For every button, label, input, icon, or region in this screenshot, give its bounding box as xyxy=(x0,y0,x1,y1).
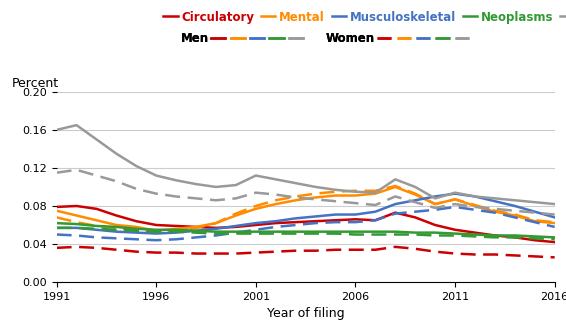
Text: Percent: Percent xyxy=(12,77,59,90)
Legend: Men, , , , , , Women, , , , , : Men, , , , , , Women, , , , , xyxy=(158,27,477,50)
X-axis label: Year of filing: Year of filing xyxy=(267,307,345,320)
